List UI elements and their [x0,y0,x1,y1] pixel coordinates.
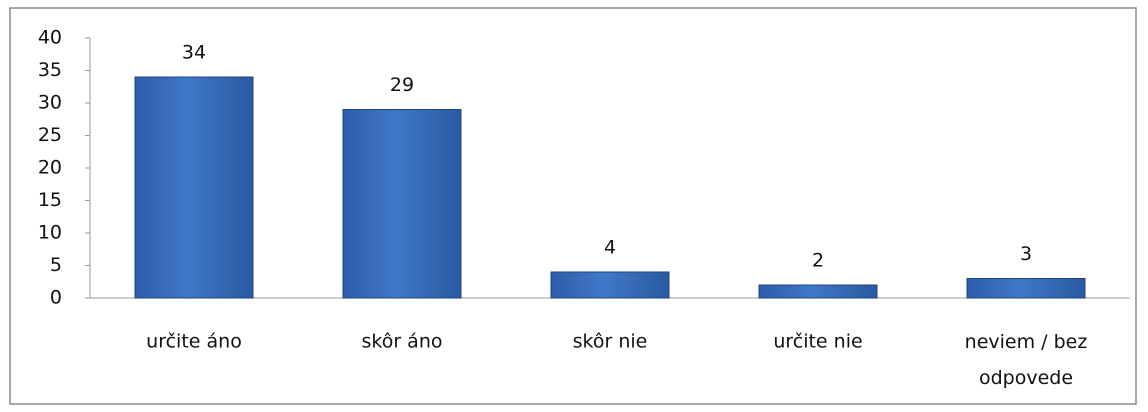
value-label: 2 [812,250,824,272]
value-label: 4 [604,237,616,259]
bar [342,109,462,299]
x-tick-label: skôr áno [361,331,442,353]
x-tick-label: určite áno [146,331,242,353]
y-tick-label: 20 [38,157,62,179]
bar [966,278,1086,299]
y-tick-label: 35 [38,59,62,81]
bar [134,76,254,299]
x-tick-label: neviem / bez odpovede [965,331,1088,389]
value-label: 29 [390,74,414,96]
y-tick-label: 15 [38,189,62,211]
y-tick-label: 25 [38,124,62,146]
bar [550,271,670,299]
y-tick-label: 40 [38,27,62,49]
y-tick-label: 10 [38,222,62,244]
x-tick-label: skôr nie [573,331,648,353]
x-tick-label: určite nie [773,331,862,353]
y-tick-label: 5 [50,254,62,276]
y-tick-label: 30 [38,92,62,114]
value-label: 3 [1020,243,1032,265]
bar [758,284,878,299]
y-tick-label: 0 [50,287,62,309]
value-label: 34 [182,42,206,64]
